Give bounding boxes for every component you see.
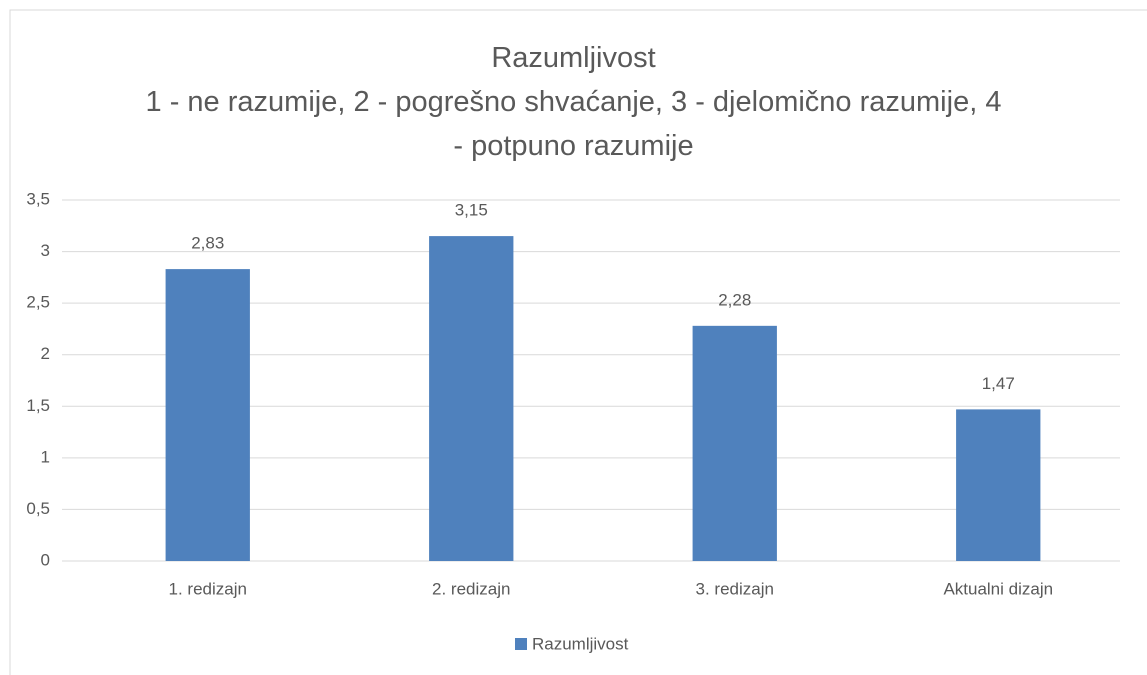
y-tick-label: 0,5 bbox=[26, 499, 50, 518]
legend-swatch bbox=[515, 638, 527, 650]
y-tick-label: 2,5 bbox=[26, 293, 50, 312]
y-tick-label: 0 bbox=[41, 550, 50, 569]
y-tick-label: 3,5 bbox=[26, 189, 50, 208]
y-tick-label: 1,5 bbox=[26, 396, 50, 415]
data-label: 3,15 bbox=[455, 201, 488, 220]
x-tick-label: 1. redizajn bbox=[169, 579, 247, 598]
y-tick-label: 2 bbox=[41, 344, 50, 363]
bar bbox=[956, 409, 1041, 561]
chart-title: Razumljivost bbox=[491, 42, 656, 74]
data-label: 2,83 bbox=[191, 234, 224, 253]
y-tick-label: 3 bbox=[41, 241, 50, 260]
data-label: 2,28 bbox=[718, 290, 751, 309]
x-tick-label: 3. redizajn bbox=[696, 579, 774, 598]
x-tick-label: Aktualni dizajn bbox=[943, 579, 1053, 598]
bar bbox=[429, 236, 514, 561]
chart-subtitle: 1 - ne razumije, 2 - pogrešno shvaćanje,… bbox=[145, 86, 1002, 162]
legend-label: Razumljivost bbox=[532, 634, 629, 653]
data-label: 1,47 bbox=[982, 374, 1015, 393]
titles: Razumljivost 1 - ne razumije, 2 - pogreš… bbox=[140, 36, 1007, 168]
x-tick-label: 2. redizajn bbox=[432, 579, 510, 598]
chart-border bbox=[9, 9, 1147, 675]
bar bbox=[692, 325, 777, 561]
bar bbox=[165, 269, 250, 561]
y-tick-label: 1 bbox=[41, 447, 50, 466]
